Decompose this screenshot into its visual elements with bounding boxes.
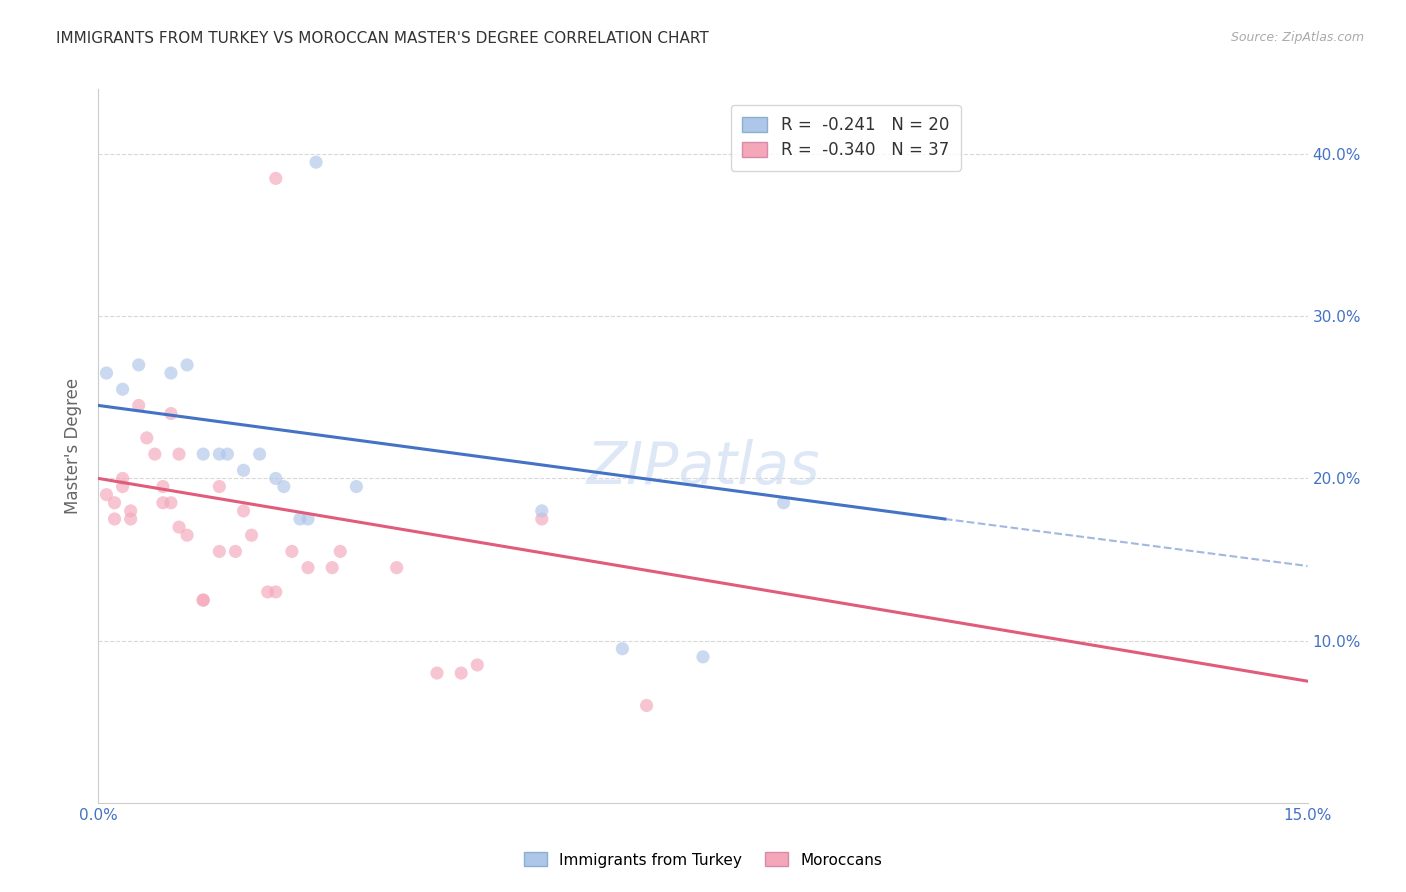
Point [321, 560, 343, 574]
Point [426, 666, 449, 681]
Point [160, 496, 183, 510]
Point [120, 504, 142, 518]
Point [208, 447, 231, 461]
Point [160, 407, 183, 421]
Point [176, 358, 198, 372]
Point [103, 496, 125, 510]
Point [636, 698, 658, 713]
Point [128, 399, 150, 413]
Point [224, 544, 246, 558]
Point [385, 560, 408, 574]
Text: Source: ZipAtlas.com: Source: ZipAtlas.com [1230, 31, 1364, 45]
Point [344, 479, 367, 493]
Point [135, 431, 157, 445]
Text: ZIPatlas: ZIPatlas [586, 439, 820, 496]
Point [160, 366, 183, 380]
Point [193, 447, 215, 461]
Legend: Immigrants from Turkey, Moroccans: Immigrants from Turkey, Moroccans [517, 847, 889, 873]
Point [297, 512, 319, 526]
Point [193, 593, 215, 607]
Point [256, 585, 278, 599]
Legend: R =  -0.241   N = 20, R =  -0.340   N = 37: R = -0.241 N = 20, R = -0.340 N = 37 [731, 104, 960, 170]
Point [281, 544, 304, 558]
Point [111, 382, 134, 396]
Text: IMMIGRANTS FROM TURKEY VS MOROCCAN MASTER'S DEGREE CORRELATION CHART: IMMIGRANTS FROM TURKEY VS MOROCCAN MASTE… [56, 31, 709, 46]
Point [111, 471, 134, 485]
Point [120, 512, 142, 526]
Point [772, 496, 794, 510]
Point [143, 447, 166, 461]
Point [217, 447, 239, 461]
Y-axis label: Master's Degree: Master's Degree [65, 378, 83, 514]
Point [152, 479, 174, 493]
Point [249, 447, 271, 461]
Point [103, 512, 125, 526]
Point [692, 649, 714, 664]
Point [612, 641, 634, 656]
Point [232, 463, 254, 477]
Point [305, 155, 328, 169]
Point [297, 560, 319, 574]
Point [240, 528, 263, 542]
Point [530, 504, 553, 518]
Point [264, 171, 287, 186]
Point [111, 479, 134, 493]
Point [167, 520, 190, 534]
Point [176, 528, 198, 542]
Point [264, 471, 287, 485]
Point [232, 504, 254, 518]
Point [450, 666, 472, 681]
Point [152, 496, 174, 510]
Point [530, 512, 553, 526]
Point [96, 488, 118, 502]
Point [273, 479, 295, 493]
Point [193, 593, 215, 607]
Point [264, 585, 287, 599]
Point [208, 544, 231, 558]
Point [128, 358, 150, 372]
Point [96, 366, 118, 380]
Point [329, 544, 352, 558]
Point [465, 657, 488, 672]
Point [288, 512, 311, 526]
Point [167, 447, 190, 461]
Point [208, 479, 231, 493]
